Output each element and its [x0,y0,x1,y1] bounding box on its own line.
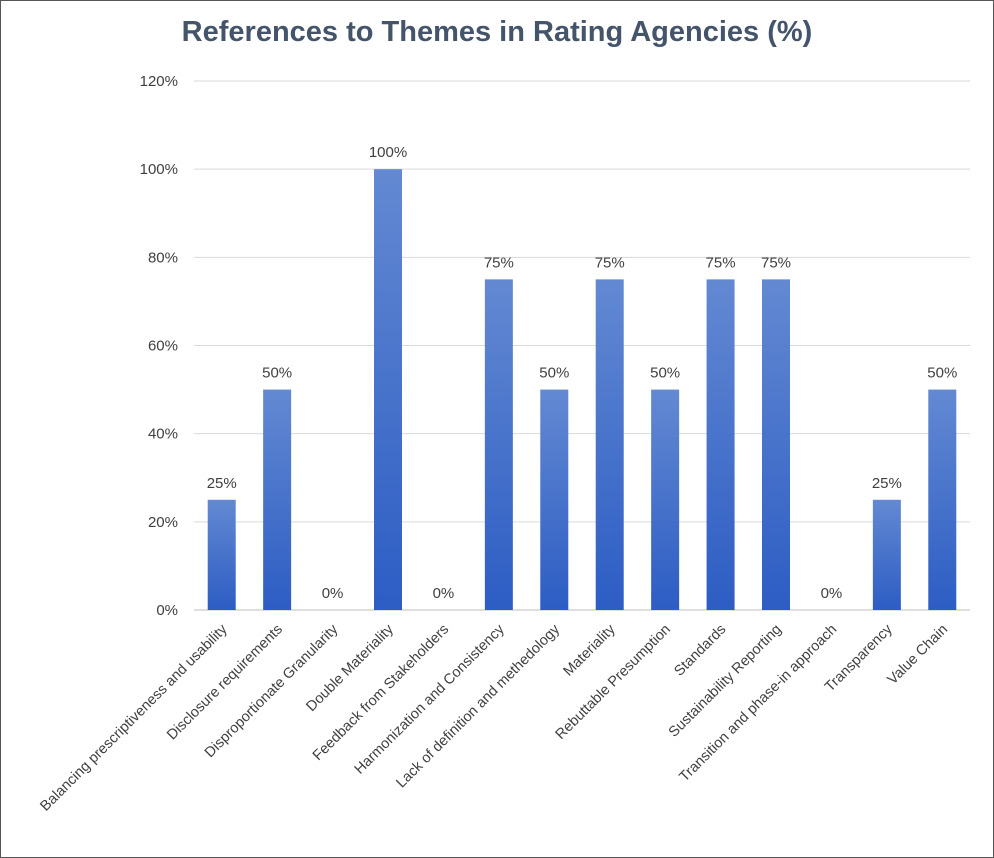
bar [651,389,680,610]
y-tick-label: 60% [148,338,178,355]
bar [706,279,735,610]
category-label: Standards [671,622,729,680]
data-label: 75% [761,254,791,271]
data-label: 50% [650,365,680,382]
y-tick-label: 40% [148,426,178,443]
data-label: 25% [207,475,237,492]
data-label: 75% [484,254,514,271]
chart-title: References to Themes in Rating Agencies … [181,16,813,48]
category-label: Materiality [561,621,620,680]
y-tick-label: 120% [140,73,178,90]
y-tick-label: 0% [156,602,178,619]
category-label: Balancing prescriptiveness and usability [37,621,231,815]
y-tick-label: 80% [148,249,178,266]
bar [928,389,957,610]
data-label: 75% [706,254,736,271]
data-label: 50% [927,365,957,382]
bar [762,279,790,610]
bar [263,389,292,610]
bar [595,279,624,610]
data-label: 25% [872,475,902,492]
category-label: Disclosure requirements [164,622,286,744]
data-label: 50% [262,365,292,382]
data-label: 0% [821,585,843,602]
data-label: 0% [322,585,344,602]
data-label: 75% [595,254,625,271]
category-label: Sustainability Reporting [666,622,785,741]
data-label: 50% [539,365,569,382]
data-label: 0% [433,585,455,602]
y-tick-label: 20% [148,514,178,531]
data-label: 100% [369,144,407,161]
y-tick-label: 100% [140,161,178,178]
bar [484,279,513,610]
bar [374,169,402,610]
category-label: Value Chain [885,622,951,688]
bar [872,499,901,610]
bar [207,499,236,610]
bar [540,389,569,610]
category-label: Rebuttable Presumption [553,622,674,743]
